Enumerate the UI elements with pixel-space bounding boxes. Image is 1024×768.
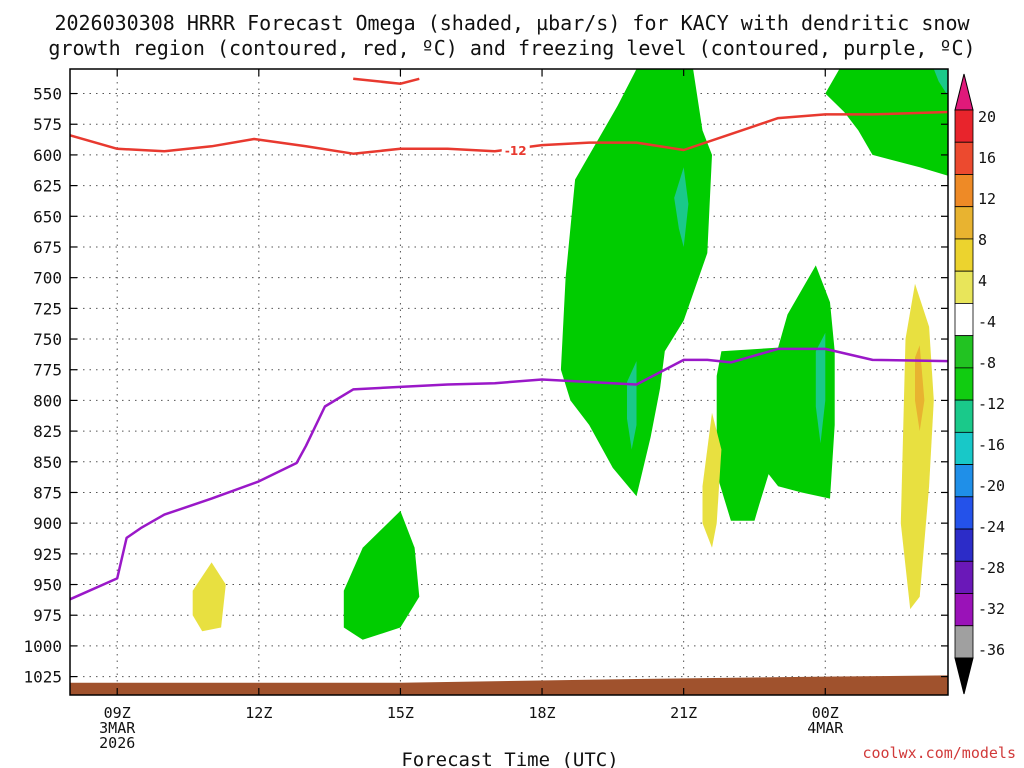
y-tick-label: 675 [33,238,62,257]
colorbar-band [954,625,974,659]
y-tick-label: 650 [33,207,62,226]
omega-region [192,562,226,632]
colorbar-tick-label: -8 [978,354,996,372]
colorbar-band [954,431,974,465]
colorbar-band [954,109,974,143]
colorbar-tick-label: -36 [978,641,1005,659]
colorbar-tick-label: -20 [978,477,1005,495]
omega-region [825,69,948,176]
colorbar-top-arrow [954,73,974,111]
omega-region [933,69,948,96]
colorbar-band [954,528,974,562]
y-tick-label: 1000 [23,637,62,656]
colorbar-band [954,496,974,530]
x-tick-label: 21Z [670,704,697,722]
y-tick-label: 625 [33,177,62,196]
colorbar-band [954,399,974,433]
chart-title-line-1: 2026030308 HRRR Forecast Omega (shaded, … [54,11,970,35]
colorbar-band [954,238,974,272]
plot-frame [69,68,949,696]
y-tick-label: 775 [33,361,62,380]
omega-region [716,265,835,521]
y-tick-label: 725 [33,299,62,318]
colorbar-band [954,367,974,401]
y-tick-label: 825 [33,422,62,441]
colorbar-tick-label: 4 [978,272,987,290]
y-tick-label: 700 [33,269,62,288]
colorbar-band [954,174,974,208]
colorbar-tick-label: 20 [978,108,996,126]
omega-region [900,283,934,610]
colorbar-band [954,335,974,369]
y-tick-label: 850 [33,453,62,472]
y-tick-label: 575 [33,115,62,134]
colorbar-band [954,303,974,337]
dgz-contour-fragment [353,77,420,85]
x-tick-label: 09Z [104,704,131,722]
y-tick-label: 600 [33,146,62,165]
colorbar-tick-label: 12 [978,190,996,208]
x-tick-label: 18Z [528,704,555,722]
x-tick-label: 12Z [245,704,272,722]
colorbar-tick-label: -24 [978,518,1005,536]
dgz-contour-label: -12 [505,144,527,158]
colorbar-tick-label: -28 [978,559,1005,577]
freezing-level-line [70,347,948,601]
colorbar-tick-label: -16 [978,436,1005,454]
y-tick-label: 800 [33,391,62,410]
colorbar-tick-label: -12 [978,395,1005,413]
dgz-contour-line [70,110,948,155]
x-axis-label: Forecast Time (UTC) [401,749,618,768]
omega-region [702,412,722,548]
y-tick-label: 925 [33,545,62,564]
x-tick-label: 4MAR [807,719,844,737]
y-tick-label: 1025 [23,668,62,687]
x-tick-label: 15Z [387,704,414,722]
omega-region [343,510,420,640]
x-tick-label: 3MAR [99,719,136,737]
terrain-fill [70,675,948,695]
y-tick-label: 750 [33,330,62,349]
y-tick-label: 550 [33,85,62,104]
colorbar-band [954,270,974,304]
colorbar: 20 16 12 8 4 -4 -8 -12 -16 -20 -24 -28 -32 -36 [954,73,1005,695]
colorbar-band [954,560,974,594]
x-tick-label: 00Z [812,704,839,722]
y-tick-label: 875 [33,483,62,502]
chart-title-line-2: growth region (contoured, red, ºC) and f… [48,36,975,60]
colorbar-bottom-arrow [954,657,974,695]
dgz-contour-label-bg [501,142,530,159]
omega-region [674,167,689,247]
colorbar-tick-label: -32 [978,600,1005,618]
omega-region [815,332,826,444]
credit-text: coolwx.com/models [862,744,1016,762]
colorbar-tick-label: 16 [978,149,996,167]
y-tick-label: 975 [33,606,62,625]
colorbar-band [954,464,974,498]
x-tick-label: 2026 [99,734,135,752]
colorbar-band [954,141,974,175]
colorbar-band [954,206,974,240]
omega-region [560,69,712,497]
colorbar-band [954,593,974,627]
colorbar-tick-label: 8 [978,231,987,249]
data-layer: -12 [70,69,948,695]
colorbar-tick-label: -4 [978,313,996,331]
plot-area: -12 550 575 600 625 650 675 700 725 750 775 800 825 8… [23,68,1005,752]
y-tick-label: 900 [33,514,62,533]
y-tick-label: 950 [33,576,62,595]
omega-region [915,345,925,432]
